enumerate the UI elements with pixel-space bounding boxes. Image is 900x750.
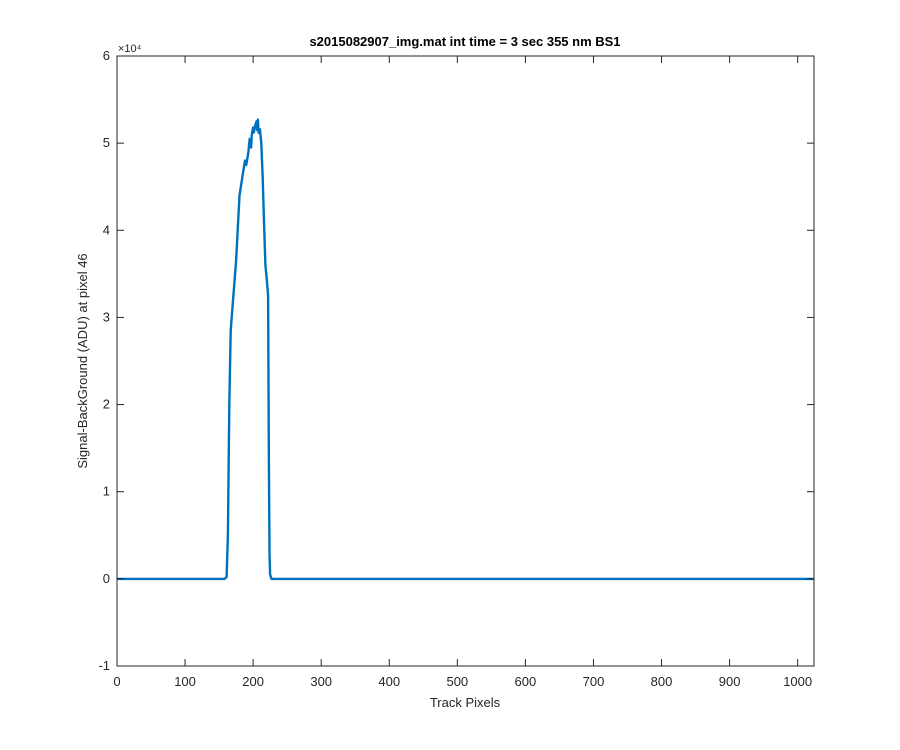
y-exponent-label: ×10⁴ bbox=[118, 43, 142, 55]
x-tick-label: 500 bbox=[446, 674, 468, 689]
series-line-0 bbox=[117, 118, 814, 581]
y-tick-label: 0 bbox=[103, 571, 110, 586]
y-tick-label: 4 bbox=[103, 222, 110, 237]
x-tick-label: 200 bbox=[242, 674, 264, 689]
y-axis-label: Signal-BackGround (ADU) at pixel 46 bbox=[75, 253, 90, 468]
x-tick-label: 400 bbox=[378, 674, 400, 689]
x-axis-label: Track Pixels bbox=[430, 695, 501, 710]
y-tick-label: 6 bbox=[103, 48, 110, 63]
y-tick-label: 5 bbox=[103, 135, 110, 150]
y-tick-label: 3 bbox=[103, 309, 110, 324]
x-tick-label: 1000 bbox=[783, 674, 812, 689]
x-tick-label: 800 bbox=[651, 674, 673, 689]
x-tick-label: 300 bbox=[310, 674, 332, 689]
x-tick-label: 600 bbox=[515, 674, 537, 689]
y-tick-label: -1 bbox=[98, 658, 110, 673]
plot-area bbox=[117, 56, 814, 666]
y-tick-label: 2 bbox=[103, 397, 110, 412]
y-tick-label: 1 bbox=[103, 484, 110, 499]
x-tick-label: 700 bbox=[583, 674, 605, 689]
plot-box bbox=[116, 55, 815, 667]
chart-title: s2015082907_img.mat int time = 3 sec 355… bbox=[309, 34, 620, 49]
x-tick-label: 0 bbox=[113, 674, 120, 689]
x-tick-label: 100 bbox=[174, 674, 196, 689]
x-tick-label: 900 bbox=[719, 674, 741, 689]
